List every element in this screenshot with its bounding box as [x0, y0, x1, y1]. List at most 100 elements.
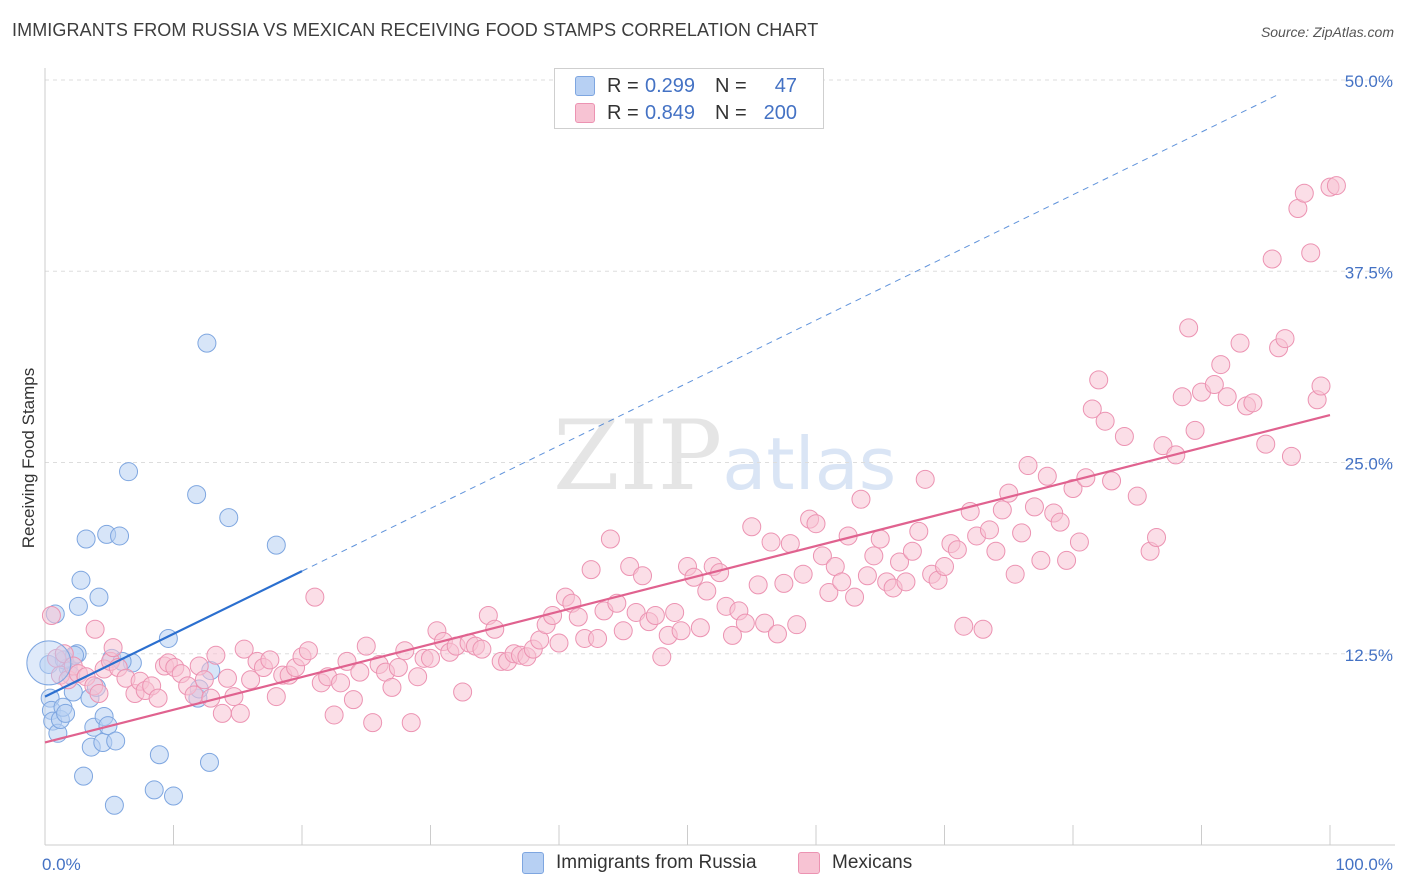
mexicans-point [767, 624, 787, 644]
mexicans-point [89, 684, 109, 704]
label-layer: 12.5% 25.0% 37.5% 50.0% 0.0% 100.0% Receiving … [19, 72, 1393, 874]
mexicans-point [755, 613, 775, 633]
mexicans-point [851, 489, 871, 509]
mexicans-point [1069, 532, 1089, 552]
chart-title: IMMIGRANTS FROM RUSSIA VS MEXICAN RECEIV… [12, 20, 819, 40]
mexicans-point [382, 677, 402, 697]
x-tick-label: 100.0% [1335, 855, 1393, 874]
mexicans-point [1050, 512, 1070, 532]
mexicans-point [266, 687, 286, 707]
mexicans-point [324, 705, 344, 725]
mexicans-point [1243, 393, 1263, 413]
mexicans-point [1211, 355, 1231, 375]
mexicans-point [356, 636, 376, 656]
points-layer [26, 176, 1346, 815]
mexicans-point [212, 703, 232, 723]
chart-legend: Immigrants from Russia Mexicans [0, 852, 1406, 876]
mexicans-point [1217, 387, 1237, 407]
stats-r-value: 0.299 [645, 74, 696, 97]
mexicans-point [857, 566, 877, 586]
mexicans-point [103, 638, 123, 658]
mexicans-point [947, 540, 967, 560]
mexicans-point [774, 573, 794, 593]
mexicans-point [588, 628, 608, 648]
mexicans-point [343, 690, 363, 710]
mexicans-point [665, 602, 685, 622]
mexicans-point [626, 602, 646, 622]
mexicans-point [633, 566, 653, 586]
mexicans-point [896, 572, 916, 592]
mexicans-point [909, 521, 929, 541]
mexicans-point [690, 618, 710, 638]
x-tick-label: 0.0% [42, 855, 81, 874]
mexicans-point [652, 647, 672, 667]
y-tick-label: 25.0% [1345, 455, 1393, 474]
stats-n-value: 200 [763, 101, 797, 124]
mexicans-point [812, 546, 832, 566]
legend-label-russia: Immigrants from Russia [556, 852, 757, 873]
russia-point [110, 526, 130, 546]
russia-point [89, 587, 109, 607]
mexicans-point [748, 575, 768, 595]
legend-item-russia[interactable]: Immigrants from Russia [522, 852, 757, 874]
russia-point [144, 780, 164, 800]
mexicans-point [1018, 456, 1038, 476]
y-tick-label: 37.5% [1345, 263, 1393, 282]
y-tick-label: 50.0% [1345, 72, 1393, 91]
mexicans-point [832, 572, 852, 592]
mexicans-point [864, 546, 884, 566]
mexicans-point [986, 541, 1006, 561]
stats-n-label: N = [715, 74, 747, 97]
mexicans-point [1114, 426, 1134, 446]
mexicans-point [148, 688, 168, 708]
russia-trend-extension [301, 93, 1279, 572]
mexicans-point [85, 619, 105, 639]
stats-r-label: R = [607, 101, 639, 124]
mexicans-point [1147, 527, 1167, 547]
mexicans-point [549, 633, 569, 653]
mexicans-point [194, 670, 214, 690]
mexicans-point [568, 607, 588, 627]
mexicans-point [184, 685, 204, 705]
y-tick-label: 12.5% [1345, 646, 1393, 665]
stats-r-label: R = [607, 74, 639, 97]
mexicans-point [992, 500, 1012, 520]
legend-label-mexicans: Mexicans [832, 852, 913, 873]
mexicans-point [1089, 370, 1109, 390]
trend-layer [44, 93, 1331, 744]
russia-point [76, 529, 96, 549]
mexicans-point [954, 616, 974, 636]
russia-point-large [26, 640, 72, 686]
mexicans-point [1082, 399, 1102, 419]
mexicans-point [363, 713, 383, 733]
mexicans-point [1024, 497, 1044, 517]
mexicans-point [1204, 374, 1224, 394]
mexicans-point [260, 650, 280, 670]
stats-r-value: 0.849 [645, 101, 696, 124]
stats-row-mexicans: R = 0.849 N = 200 [575, 100, 797, 126]
mexicans-point [1031, 550, 1051, 570]
mexicans-point [973, 619, 993, 639]
mexicans-point [331, 673, 351, 693]
mexicans-point [298, 641, 318, 661]
y-axis-label: Receiving Food Stamps [19, 368, 38, 548]
mexicans-point [793, 564, 813, 584]
russia-point [68, 596, 88, 616]
legend-item-mexicans[interactable]: Mexicans [798, 852, 912, 874]
mexicans-point [388, 658, 408, 678]
mexicans-point [1275, 329, 1295, 349]
russia-point [187, 485, 207, 505]
stats-row-russia: R = 0.299 N = 47 [575, 73, 797, 99]
russia-point [197, 333, 217, 353]
russia-point [266, 535, 286, 555]
russia-point [149, 745, 169, 765]
mexicans-point [401, 713, 421, 733]
stats-n-label: N = [715, 101, 747, 124]
mexicans-point [787, 615, 807, 635]
mexicans-point [979, 520, 999, 540]
stats-swatch-russia [575, 76, 595, 96]
mexicans-point [890, 552, 910, 572]
mexicans-point [1127, 486, 1147, 506]
source-label: Source: ZipAtlas.com [1260, 24, 1394, 40]
